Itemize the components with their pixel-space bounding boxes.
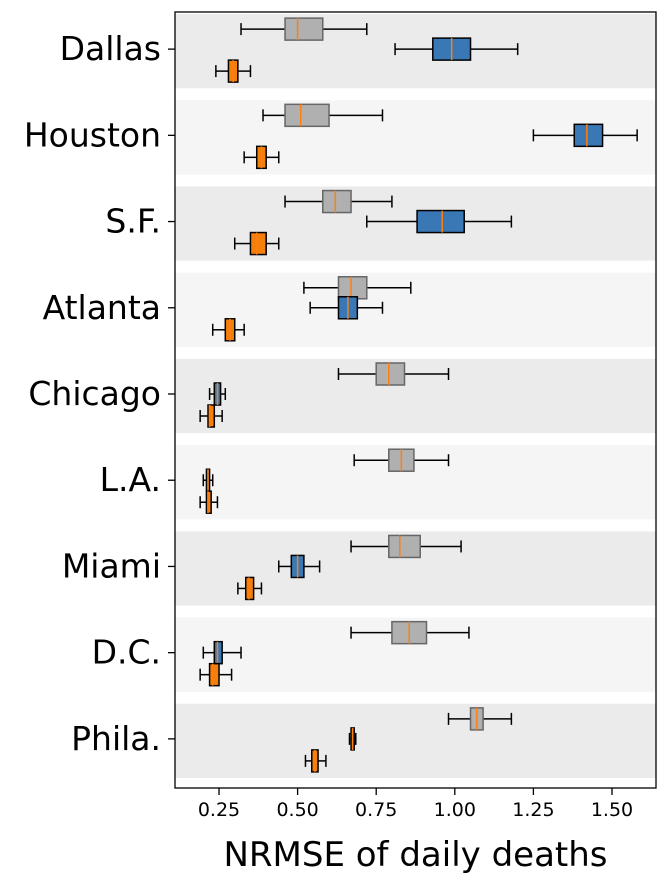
y-tick-label: D.C. xyxy=(92,633,161,672)
x-tick-label: 1.50 xyxy=(591,799,633,821)
y-tick-label: Miami xyxy=(62,546,161,585)
box-orange xyxy=(215,59,252,83)
box-plots xyxy=(199,17,638,773)
box-orange xyxy=(304,749,327,773)
box-blue xyxy=(208,382,227,406)
category-band xyxy=(175,14,656,89)
plot-frame xyxy=(174,11,657,789)
box-gray xyxy=(447,707,513,731)
box-blue xyxy=(532,123,638,148)
box-orange xyxy=(199,662,233,687)
box-iqr xyxy=(208,662,220,687)
box-iqr xyxy=(573,123,604,148)
box-blue xyxy=(309,296,384,320)
y-tick-label: S.F. xyxy=(105,202,161,241)
box-blue xyxy=(348,727,357,751)
x-tick-label: 0.75 xyxy=(355,799,397,821)
box-orange xyxy=(199,404,223,428)
y-tick-label: Chicago xyxy=(28,374,161,413)
category-band xyxy=(175,272,656,347)
box-iqr xyxy=(284,103,330,128)
box-iqr xyxy=(337,276,368,300)
x-tick-label: 0.50 xyxy=(276,799,318,821)
box-gray xyxy=(337,362,450,386)
box-orange xyxy=(211,318,245,342)
x-axis: 0.25 0.50 0.75 1.00 1.25 1.50 xyxy=(198,788,633,821)
box-orange xyxy=(199,490,219,514)
y-tick-label: Phila. xyxy=(71,719,161,758)
box-gray xyxy=(284,189,393,214)
box-blue xyxy=(202,640,242,665)
box-blue xyxy=(366,209,513,234)
category-band xyxy=(175,186,656,261)
category-band xyxy=(175,703,656,778)
box-orange xyxy=(237,576,263,601)
category-band xyxy=(175,445,656,520)
box-iqr xyxy=(244,576,255,601)
x-axis-label: NRMSE of daily deaths xyxy=(223,835,607,875)
box-blue xyxy=(394,37,519,61)
box-blue xyxy=(277,554,321,579)
category-band xyxy=(175,358,656,434)
category-bands xyxy=(175,14,656,778)
x-tick-label: 1.00 xyxy=(434,799,476,821)
box-iqr xyxy=(213,640,223,665)
box-iqr xyxy=(322,189,352,214)
x-tick-label: 1.25 xyxy=(512,799,554,821)
box-iqr xyxy=(375,362,406,386)
x-tick-label: 0.25 xyxy=(198,799,240,821)
box-iqr xyxy=(284,17,324,41)
box-gray xyxy=(350,534,462,559)
y-tick-label: Atlanta xyxy=(43,288,161,327)
box-gray xyxy=(350,620,470,645)
box-gray xyxy=(353,448,450,472)
y-tick-label: Dallas xyxy=(60,29,161,68)
box-gray xyxy=(262,103,384,128)
box-orange xyxy=(243,145,280,170)
box-iqr xyxy=(249,231,267,256)
box-iqr xyxy=(207,404,216,428)
box-orange xyxy=(233,231,280,256)
box-iqr xyxy=(388,534,421,559)
y-tick-label: L.A. xyxy=(100,460,161,499)
y-tick-label: Houston xyxy=(24,115,161,154)
box-iqr xyxy=(416,209,465,234)
box-gray xyxy=(240,17,368,41)
box-iqr xyxy=(205,490,212,514)
y-axis: Dallas Houston S.F. Atlanta Chicago L.A. Miami… xyxy=(24,29,175,758)
